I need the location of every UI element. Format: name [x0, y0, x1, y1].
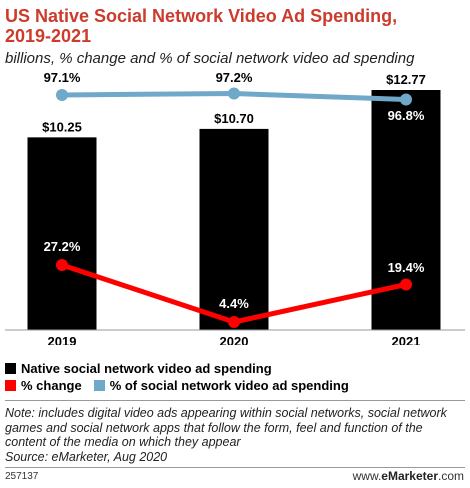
bar-2019: [27, 137, 97, 330]
change-point-2019: [56, 259, 68, 271]
legend-label-spending: Native social network video ad spending: [21, 360, 272, 376]
share-label-2019: 97.1%: [44, 70, 81, 85]
chart-title-line2: 2019-2021: [5, 26, 92, 46]
legend-label-share: % of social network video ad spending: [109, 377, 349, 393]
change-point-2021: [400, 278, 412, 291]
source-text: Source: eMarketer, Aug 2020: [5, 449, 168, 464]
change-point-2020: [228, 316, 240, 328]
change-label-2021: 19.4%: [388, 260, 425, 275]
brand-name: eMarketer: [381, 469, 438, 483]
legend-swatch-spending: [5, 362, 16, 374]
chart-plot: 2019 2020 2021 $10.25 $10.70 $12.77 97.1% 97.2%…: [5, 70, 465, 345]
change-label-2019: 27.2%: [44, 239, 81, 254]
x-tick-label-2020: 2020: [220, 334, 249, 345]
brand-link[interactable]: www.eMarketer.com: [353, 469, 464, 483]
note-text: Note: includes digital video ads appeari…: [5, 406, 447, 449]
note-block: Note: includes digital video ads appeari…: [5, 406, 467, 464]
legend-swatch-share: [93, 379, 105, 391]
share-point-2021: [400, 93, 412, 106]
bar-2020: [199, 128, 269, 330]
change-label-2020: 4.4%: [219, 296, 249, 311]
legend-item-spending: Native social network video ad spending: [5, 360, 272, 376]
footer-separator: [5, 467, 465, 468]
legend-item-change: % change % of social network video ad sp…: [5, 377, 349, 393]
bar-value-label-2019: $10.25: [42, 119, 82, 134]
chart-subtitle: billions, % change and % of social netwo…: [5, 50, 415, 67]
legend-swatch-change: [5, 379, 16, 391]
chart-title: US Native Social Network Video Ad Spendi…: [5, 6, 465, 46]
x-tick-label-2021: 2021: [392, 334, 421, 345]
brand-suffix: .com: [437, 469, 464, 483]
bar-value-label-2020: $10.70: [214, 111, 254, 126]
share-point-2020: [228, 87, 240, 100]
share-label-2020: 97.2%: [216, 70, 253, 85]
share-label-2021: 96.8%: [388, 108, 425, 123]
chart-id: 257137: [5, 471, 39, 482]
note-separator: [5, 400, 465, 401]
brand-prefix: www.: [352, 469, 382, 483]
bar-2021: [371, 90, 441, 330]
legend-label-change: % change: [21, 377, 82, 393]
chart-title-line1: US Native Social Network Video Ad Spendi…: [5, 6, 398, 26]
x-tick-label-2019: 2019: [48, 334, 77, 345]
share-point-2019: [56, 89, 68, 101]
bar-value-label-2021: $12.77: [386, 72, 426, 87]
